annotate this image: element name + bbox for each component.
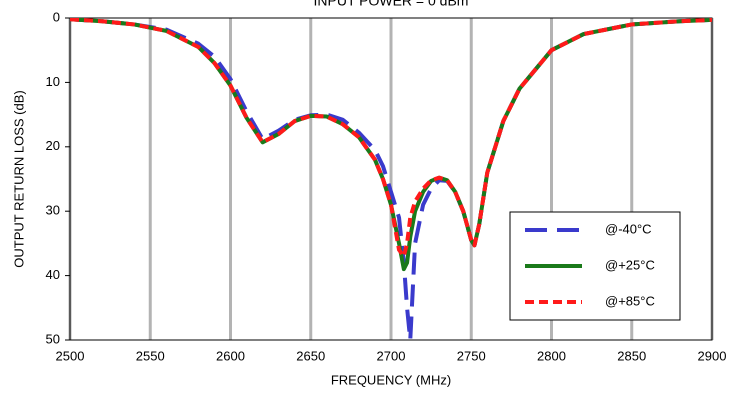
x-tick-label: 2800 xyxy=(537,348,566,363)
legend-label: @+25°C xyxy=(605,257,655,272)
y-tick-label: 50 xyxy=(46,331,60,346)
x-tick-label: 2650 xyxy=(296,348,325,363)
plot-frame xyxy=(69,17,713,341)
plot-area xyxy=(70,18,712,340)
chart-title: INPUT POWER = 0 dBm xyxy=(314,0,469,9)
x-tick-label: 2700 xyxy=(377,348,406,363)
y-tick-label: 30 xyxy=(46,203,60,218)
y-tick-label: 20 xyxy=(46,138,60,153)
x-tick-label: 2900 xyxy=(698,348,727,363)
series-line xyxy=(70,18,712,259)
x-axis-label: FREQUENCY (MHz) xyxy=(331,372,451,387)
legend-label: @+85°C xyxy=(605,293,655,308)
y-axis-label: OUTPUT RETURN LOSS (dB) xyxy=(11,90,26,267)
x-tick-label: 2550 xyxy=(136,348,165,363)
x-tick-label: 2750 xyxy=(457,348,486,363)
x-tick-label: 2500 xyxy=(56,348,85,363)
y-tick-label: 40 xyxy=(46,267,60,282)
x-tick-label: 2850 xyxy=(617,348,646,363)
x-tick-label: 2600 xyxy=(216,348,245,363)
y-tick-label: 10 xyxy=(46,74,60,89)
legend-label: @-40°C xyxy=(605,221,652,236)
series-line xyxy=(70,18,712,340)
y-tick-label: 0 xyxy=(53,9,60,24)
